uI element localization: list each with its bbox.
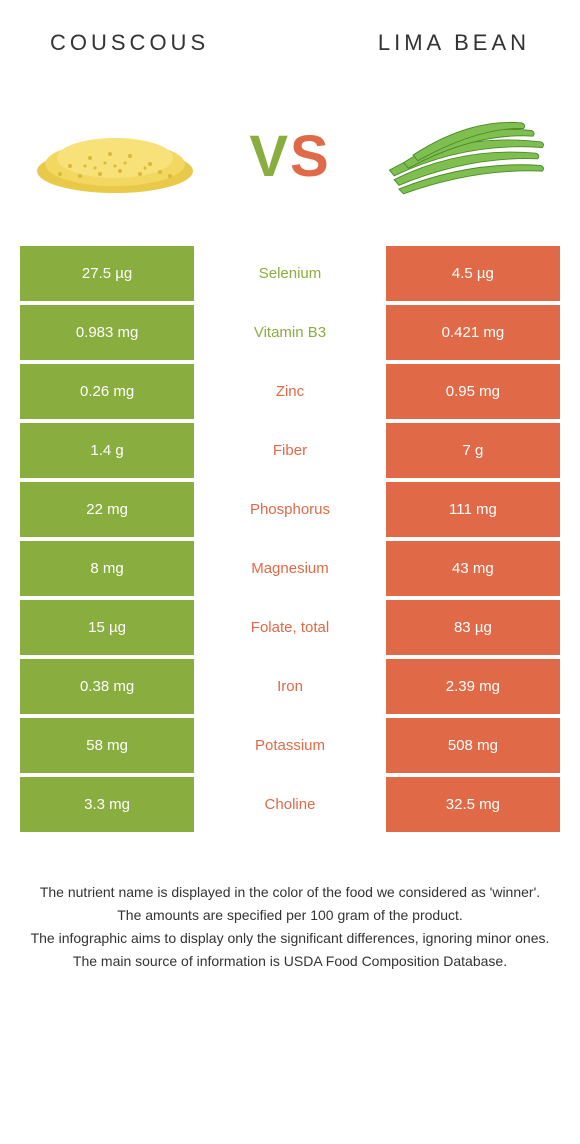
value-right: 111 mg <box>386 482 560 537</box>
header: Couscous Lima bean <box>20 20 560 86</box>
nutrient-label: Selenium <box>194 246 386 301</box>
table-row: 27.5 µgSelenium4.5 µg <box>20 246 560 301</box>
vs-v: V <box>249 124 290 189</box>
nutrient-label: Potassium <box>194 718 386 773</box>
table-row: 15 µgFolate, total83 µg <box>20 600 560 655</box>
nutrient-label: Folate, total <box>194 600 386 655</box>
title-left: Couscous <box>50 30 209 56</box>
footnote-line: The infographic aims to display only the… <box>30 928 550 949</box>
footnotes: The nutrient name is displayed in the co… <box>20 862 560 972</box>
nutrient-label: Fiber <box>194 423 386 478</box>
vs-label: VS <box>249 123 330 190</box>
nutrient-label: Vitamin B3 <box>194 305 386 360</box>
value-left: 8 mg <box>20 541 194 596</box>
value-right: 508 mg <box>386 718 560 773</box>
table-row: 0.26 mgZinc0.95 mg <box>20 364 560 419</box>
table-row: 1.4 gFiber7 g <box>20 423 560 478</box>
vs-s: S <box>290 124 331 189</box>
comparison-table: 27.5 µgSelenium4.5 µg0.983 mgVitamin B30… <box>20 246 560 862</box>
beans-icon <box>380 106 550 206</box>
nutrient-label: Phosphorus <box>194 482 386 537</box>
value-left: 1.4 g <box>20 423 194 478</box>
table-row: 8 mgMagnesium43 mg <box>20 541 560 596</box>
value-right: 2.39 mg <box>386 659 560 714</box>
table-row: 22 mgPhosphorus111 mg <box>20 482 560 537</box>
value-right: 4.5 µg <box>386 246 560 301</box>
table-row: 0.983 mgVitamin B30.421 mg <box>20 305 560 360</box>
value-right: 0.95 mg <box>386 364 560 419</box>
nutrient-label: Zinc <box>194 364 386 419</box>
nutrient-label: Choline <box>194 777 386 832</box>
value-left: 0.983 mg <box>20 305 194 360</box>
value-left: 58 mg <box>20 718 194 773</box>
value-left: 0.38 mg <box>20 659 194 714</box>
table-row: 0.38 mgIron2.39 mg <box>20 659 560 714</box>
value-left: 27.5 µg <box>20 246 194 301</box>
value-left: 3.3 mg <box>20 777 194 832</box>
value-right: 32.5 mg <box>386 777 560 832</box>
value-right: 0.421 mg <box>386 305 560 360</box>
value-left: 0.26 mg <box>20 364 194 419</box>
footnote-line: The main source of information is USDA F… <box>30 951 550 972</box>
couscous-icon <box>30 106 200 206</box>
table-row: 3.3 mgCholine32.5 mg <box>20 777 560 832</box>
value-left: 15 µg <box>20 600 194 655</box>
footnote-line: The nutrient name is displayed in the co… <box>30 882 550 903</box>
value-right: 43 mg <box>386 541 560 596</box>
value-right: 83 µg <box>386 600 560 655</box>
value-right: 7 g <box>386 423 560 478</box>
nutrient-label: Iron <box>194 659 386 714</box>
images-row: VS <box>20 86 560 246</box>
nutrient-label: Magnesium <box>194 541 386 596</box>
footnote-line: The amounts are specified per 100 gram o… <box>30 905 550 926</box>
value-left: 22 mg <box>20 482 194 537</box>
table-row: 58 mgPotassium508 mg <box>20 718 560 773</box>
title-right: Lima bean <box>378 30 530 56</box>
